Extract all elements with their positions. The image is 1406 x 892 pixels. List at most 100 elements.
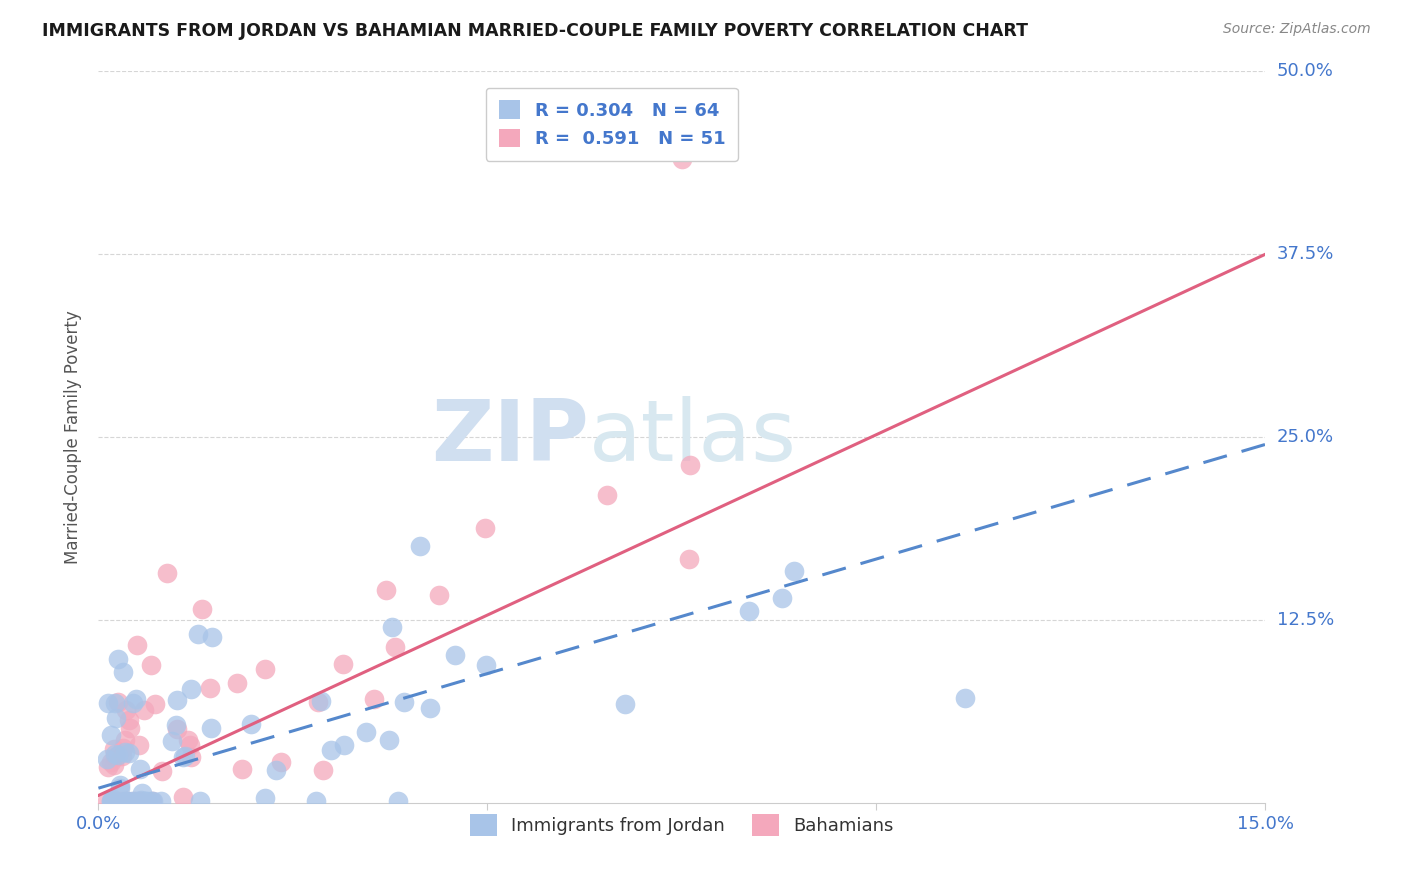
Point bbox=[156, 566, 179, 580]
Point bbox=[409, 539, 432, 553]
Text: 37.5%: 37.5% bbox=[1277, 245, 1334, 263]
Point bbox=[419, 700, 441, 714]
Point bbox=[311, 694, 333, 708]
Point bbox=[191, 601, 214, 615]
Text: 25.0%: 25.0% bbox=[1277, 428, 1334, 446]
Point bbox=[166, 693, 188, 707]
Point bbox=[141, 794, 163, 808]
Point bbox=[387, 794, 409, 808]
Point bbox=[671, 152, 693, 166]
Point bbox=[226, 676, 249, 690]
Point bbox=[122, 697, 145, 711]
Point bbox=[108, 780, 131, 795]
Point bbox=[679, 458, 702, 473]
Point bbox=[118, 714, 141, 728]
Point bbox=[160, 734, 183, 748]
Text: IMMIGRANTS FROM JORDAN VS BAHAMIAN MARRIED-COUPLE FAMILY POVERTY CORRELATION CHA: IMMIGRANTS FROM JORDAN VS BAHAMIAN MARRI… bbox=[42, 22, 1028, 40]
Point bbox=[392, 695, 415, 709]
Point bbox=[176, 733, 198, 747]
Point bbox=[139, 794, 162, 808]
Point bbox=[118, 722, 141, 736]
Point bbox=[378, 733, 401, 747]
Point bbox=[150, 794, 173, 808]
Point bbox=[114, 794, 136, 808]
Point bbox=[114, 794, 136, 808]
Point bbox=[231, 762, 253, 776]
Point bbox=[305, 794, 328, 808]
Point bbox=[595, 488, 617, 502]
Point bbox=[104, 747, 127, 762]
Point bbox=[165, 718, 187, 732]
Point bbox=[115, 794, 138, 808]
Point bbox=[444, 648, 467, 662]
Point bbox=[101, 794, 124, 808]
Point bbox=[240, 717, 263, 731]
Point bbox=[384, 640, 406, 654]
Point bbox=[381, 620, 404, 634]
Point bbox=[332, 657, 354, 671]
Point bbox=[139, 657, 162, 672]
Point bbox=[172, 790, 194, 805]
Point bbox=[100, 756, 122, 770]
Point bbox=[96, 752, 118, 766]
Point bbox=[104, 711, 127, 725]
Point bbox=[103, 794, 125, 808]
Point bbox=[103, 742, 125, 756]
Point bbox=[131, 787, 153, 801]
Point bbox=[474, 521, 496, 535]
Point bbox=[264, 763, 287, 777]
Point bbox=[474, 657, 496, 672]
Point bbox=[101, 794, 124, 808]
Point bbox=[124, 794, 146, 808]
Point bbox=[114, 732, 136, 747]
Point bbox=[188, 794, 211, 808]
Point bbox=[180, 681, 202, 696]
Point bbox=[678, 552, 700, 566]
Point bbox=[955, 691, 977, 706]
Point bbox=[200, 721, 222, 735]
Point bbox=[312, 763, 335, 777]
Point bbox=[115, 794, 138, 808]
Point bbox=[104, 794, 127, 808]
Point bbox=[101, 792, 124, 806]
Point bbox=[143, 697, 166, 711]
Text: ZIP: ZIP bbox=[430, 395, 589, 479]
Point bbox=[104, 696, 127, 710]
Point bbox=[104, 749, 127, 764]
Point bbox=[333, 739, 356, 753]
Text: atlas: atlas bbox=[589, 395, 797, 479]
Text: 12.5%: 12.5% bbox=[1277, 611, 1334, 629]
Point bbox=[129, 762, 152, 776]
Point bbox=[270, 756, 292, 770]
Point bbox=[117, 794, 139, 808]
Point bbox=[100, 728, 122, 742]
Point bbox=[125, 692, 148, 706]
Point bbox=[363, 691, 385, 706]
Point bbox=[97, 696, 120, 710]
Point bbox=[254, 790, 277, 805]
Point bbox=[179, 738, 201, 752]
Point bbox=[128, 738, 150, 752]
Point bbox=[307, 695, 329, 709]
Point bbox=[173, 749, 195, 764]
Point bbox=[111, 741, 134, 756]
Point bbox=[737, 604, 759, 618]
Point bbox=[142, 794, 165, 808]
Point bbox=[129, 793, 152, 807]
Point bbox=[150, 764, 173, 778]
Point bbox=[107, 652, 129, 666]
Point bbox=[254, 662, 277, 676]
Point bbox=[111, 665, 134, 680]
Point bbox=[114, 744, 136, 758]
Text: 50.0%: 50.0% bbox=[1277, 62, 1333, 80]
Point bbox=[107, 747, 129, 762]
Point bbox=[129, 794, 152, 808]
Point bbox=[201, 630, 224, 644]
Point bbox=[134, 703, 156, 717]
Point bbox=[96, 794, 118, 808]
Point bbox=[135, 794, 157, 808]
Point bbox=[172, 750, 194, 764]
Point bbox=[187, 627, 209, 641]
Point bbox=[166, 722, 188, 736]
Point bbox=[427, 588, 450, 602]
